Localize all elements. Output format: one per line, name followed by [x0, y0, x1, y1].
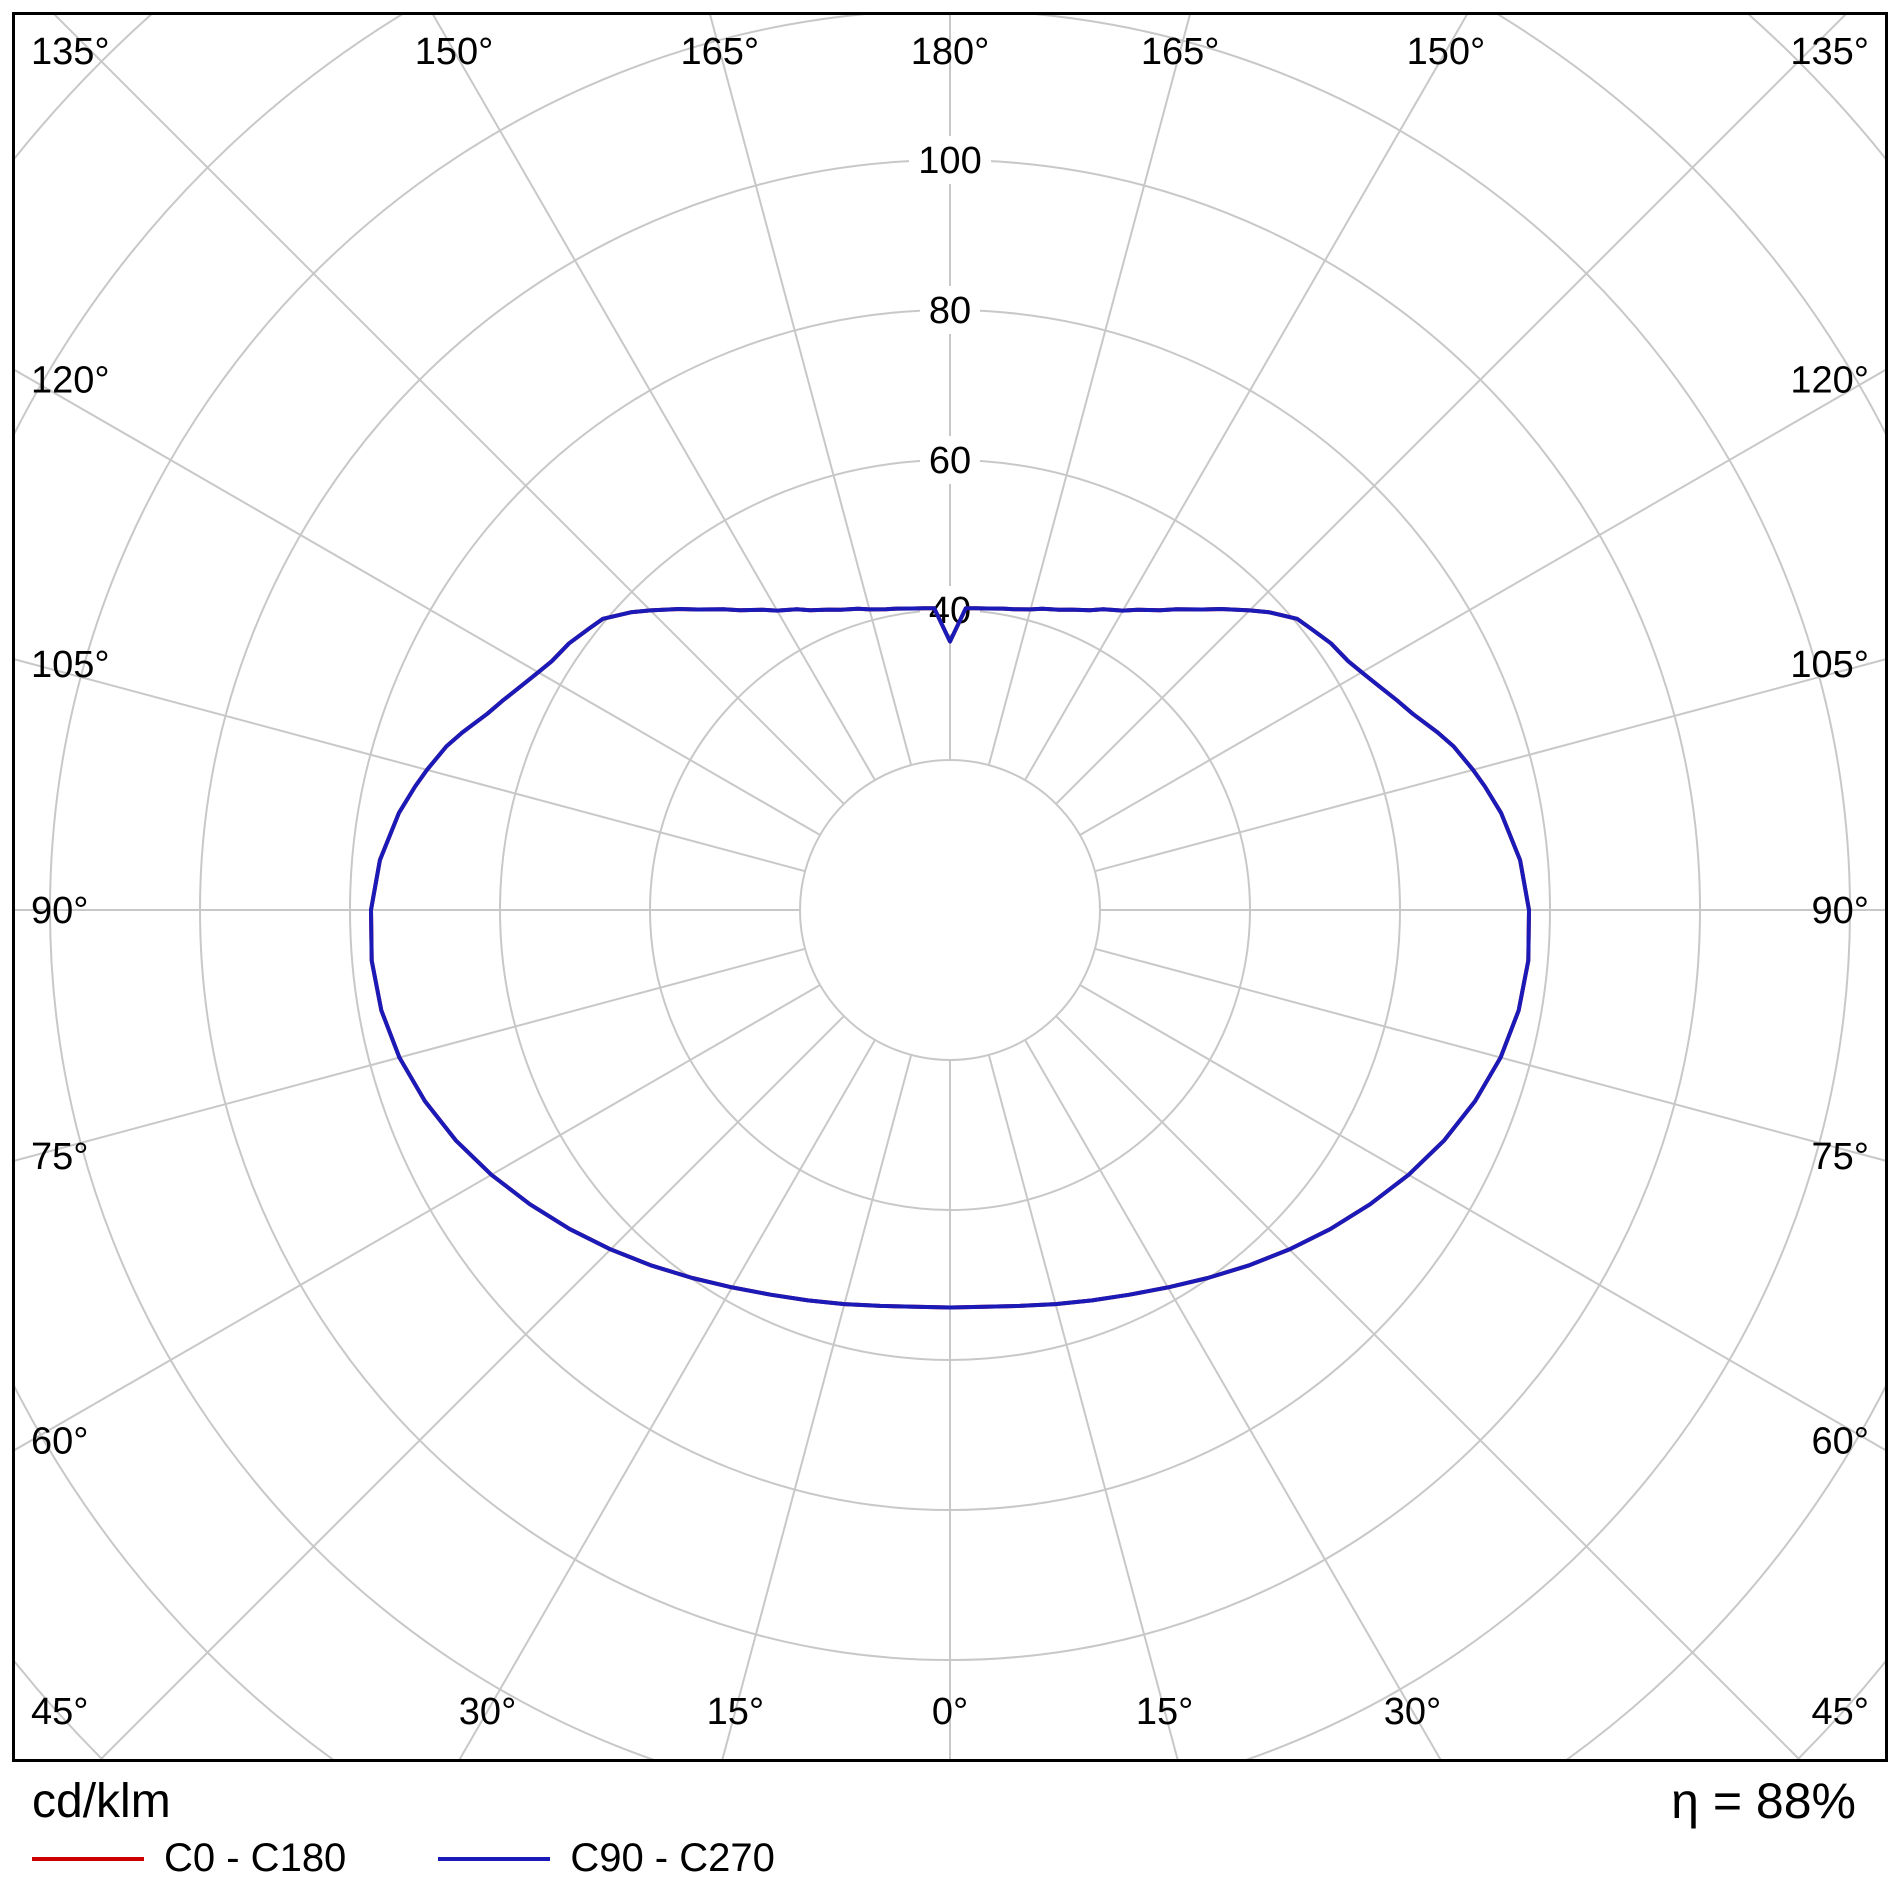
grid-spoke	[458, 1039, 876, 1759]
legend-swatch-0	[32, 1856, 144, 1861]
radial-tick-label: 60	[929, 440, 971, 482]
legend-label-c90-c270: C90 - C270	[570, 1836, 775, 1880]
angle-tick-label: 135°	[31, 31, 110, 73]
angle-tick-label: 30°	[459, 1691, 516, 1733]
angle-tick-label: 45°	[31, 1691, 88, 1733]
grid-spoke	[1094, 947, 1885, 1162]
grid-spoke	[709, 15, 913, 766]
grid-spoke	[1079, 369, 1885, 836]
unit-label: cd/klm	[32, 1775, 171, 1828]
grid-spoke	[15, 369, 821, 836]
angle-tick-label: 120°	[31, 359, 110, 401]
legend: C0 - C180 C90 - C270	[32, 1836, 775, 1881]
angle-tick-label: 15°	[1136, 1691, 1193, 1733]
radial-tick-label: 80	[929, 290, 971, 332]
chart-frame: 40 60 80 100 0° 15° 15° 30° 30° 45° 45° 60° 60° 75° 75…	[12, 12, 1888, 1762]
radial-label-backplate	[920, 436, 980, 484]
legend-item-c90-c270: C90 - C270	[438, 1836, 775, 1881]
radial-tick-label: 100	[918, 140, 981, 182]
angle-tick-label: 90°	[1812, 890, 1869, 932]
angle-tick-label: 165°	[681, 31, 760, 73]
radial-label-backplate	[909, 136, 991, 184]
grid-spoke	[1094, 658, 1885, 873]
legend-swatch-1	[438, 1856, 551, 1861]
angle-tick-label: 60°	[31, 1421, 88, 1463]
polar-grid	[15, 15, 1885, 1759]
grid-spoke	[53, 15, 845, 805]
grid-ring	[799, 759, 1101, 1061]
efficiency-value: η = 88%	[1671, 1773, 1856, 1829]
angle-tick-label: 105°	[31, 644, 110, 686]
angle-tick-label: 30°	[1384, 1691, 1441, 1733]
angle-tick-label: 150°	[1407, 31, 1486, 73]
angle-tick-label: 75°	[1812, 1136, 1869, 1178]
angle-tick-label: 135°	[1790, 31, 1869, 73]
angle-tick-label: 45°	[1812, 1691, 1869, 1733]
legend-item-c0-c180: C0 - C180	[32, 1836, 346, 1881]
grid-spoke	[1055, 15, 1847, 805]
grid-spoke	[1079, 984, 1885, 1451]
grid-spoke	[1024, 1039, 1442, 1759]
angle-tick-label: 60°	[1812, 1421, 1869, 1463]
grid-spoke	[15, 658, 806, 873]
grid-spoke	[432, 15, 876, 781]
chart-footer: cd/klm η = 88% C0 - C180 C90 - C270	[12, 1770, 1888, 1895]
grid-spoke	[99, 1015, 845, 1759]
grid-spoke	[15, 947, 806, 1162]
legend-label-c0-c180: C0 - C180	[164, 1836, 347, 1880]
angle-tick-label: 165°	[1141, 31, 1220, 73]
angle-tick-labels: 0° 15° 15° 30° 30° 45° 45° 60° 60° 75° 75° 90° 90° 10…	[31, 31, 1869, 1733]
angle-tick-label: 180°	[911, 31, 990, 73]
radial-label-backplate	[920, 286, 980, 334]
angle-tick-label: 15°	[707, 1691, 764, 1733]
grid-spoke	[1024, 15, 1468, 781]
curve-c90-c270	[369, 606, 1531, 1310]
angle-tick-label: 75°	[31, 1136, 88, 1178]
angle-tick-label: 150°	[415, 31, 494, 73]
angle-tick-label: 0°	[932, 1691, 968, 1733]
grid-spoke	[1055, 1015, 1801, 1759]
grid-spoke	[15, 984, 821, 1451]
grid-spoke	[721, 1054, 913, 1759]
grid-spoke	[987, 15, 1191, 766]
angle-tick-label: 90°	[31, 890, 88, 932]
angle-tick-label: 105°	[1790, 644, 1869, 686]
angle-tick-label: 120°	[1790, 359, 1869, 401]
grid-spoke	[987, 1054, 1179, 1759]
